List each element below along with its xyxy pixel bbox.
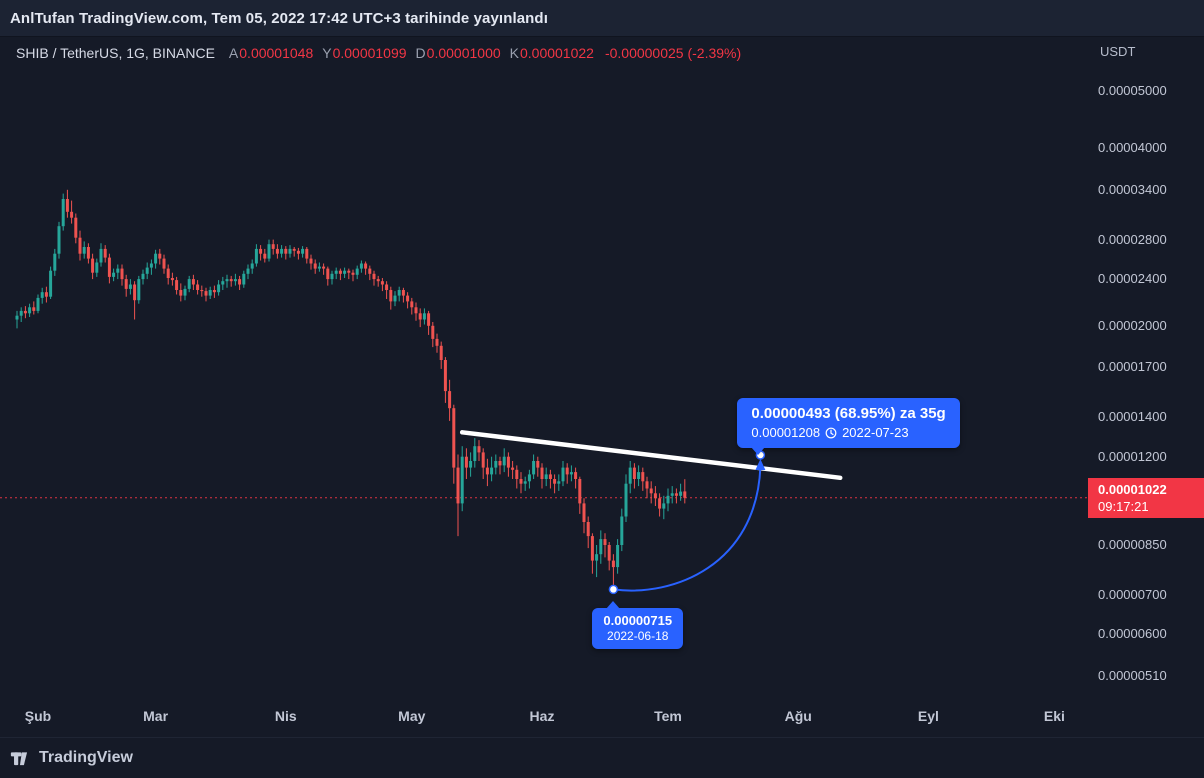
footer-bar: TradingView [0, 737, 1204, 778]
symbol-title[interactable]: SHIB / TetherUS, 1G, BINANCE [16, 45, 215, 61]
price-tick: 0.00002400 [1098, 271, 1167, 287]
ohlc-item: Y0.00001099 [322, 45, 407, 61]
price-tick: 0.00002000 [1098, 317, 1167, 333]
ohlc-item: D0.00001000 [415, 45, 501, 61]
ohlc-item: A0.00001048 [228, 45, 314, 61]
price-tick: 0.00001200 [1098, 448, 1167, 464]
price-tick: 0.00004000 [1098, 140, 1167, 156]
projection-date: 2022-07-23 [842, 425, 909, 440]
chart-legend: SHIB / TetherUS, 1G, BINANCE A0.00001048… [16, 45, 741, 61]
published-text: AnlTufan TradingView.com, Tem 05, 2022 1… [10, 9, 548, 27]
change-value: -0.00000025 (-2.39%) [604, 45, 742, 61]
price-axis[interactable]: 0.00005000 0.00004000 0.00003400 0.00002800… [1088, 37, 1204, 737]
ohlc-item: K0.00001022 [509, 45, 594, 61]
price-chart[interactable] [0, 37, 1088, 737]
quote-currency-label: USDT [1100, 44, 1136, 59]
current-price-tag[interactable]: 0.00001022 09:17:21 [1088, 477, 1204, 518]
price-tick: 0.00003400 [1098, 181, 1167, 197]
countdown-timer: 09:17:21 [1098, 498, 1149, 514]
price-tick: 0.00000850 [1098, 537, 1167, 552]
tradingview-brand[interactable]: TradingView [39, 749, 133, 766]
price-tick: 0.00005000 [1098, 83, 1167, 98]
chart-region: SHIB / TetherUS, 1G, BINANCE A0.00001048… [0, 37, 1204, 737]
projection-change: 0.00000493 (68.95%) za 35g [751, 405, 946, 422]
tradingview-logo-icon[interactable] [10, 748, 31, 769]
current-price: 0.00001022 [1098, 481, 1167, 497]
price-tick: 0.00000700 [1098, 586, 1167, 602]
price-tick: 0.00001700 [1098, 359, 1167, 375]
origin-date: 2022-06-18 [607, 629, 669, 644]
published-banner: AnlTufan TradingView.com, Tem 05, 2022 1… [0, 0, 1204, 37]
projection-tooltip[interactable]: 0.00000493 (68.95%) za 35g 0.00001208 20… [737, 398, 960, 455]
ohlc-values: A0.00001048 Y0.00001099 D0.00001000 K0.0000… [229, 45, 603, 61]
origin-label[interactable]: 0.00000715 2022-06-18 [592, 601, 684, 650]
price-tick: 0.00000510 [1098, 667, 1167, 683]
price-tick: 0.00002800 [1098, 231, 1167, 247]
projection-price: 0.00001208 [751, 425, 821, 440]
clock-icon [825, 427, 837, 438]
price-tick: 0.00000600 [1098, 626, 1167, 642]
origin-price: 0.00000715 [603, 613, 673, 629]
price-tick: 0.00001400 [1098, 409, 1167, 425]
